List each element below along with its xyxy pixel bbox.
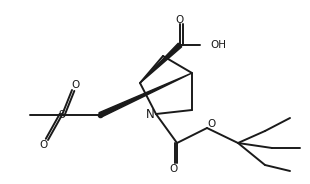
Text: S: S [59,110,65,120]
Text: O: O [71,80,79,90]
Text: OH: OH [210,40,226,50]
Text: O: O [170,164,178,174]
Text: O: O [208,119,216,129]
Text: O: O [176,15,184,25]
Polygon shape [99,73,192,117]
Text: O: O [39,140,47,150]
Text: N: N [146,109,154,121]
Polygon shape [140,43,182,83]
